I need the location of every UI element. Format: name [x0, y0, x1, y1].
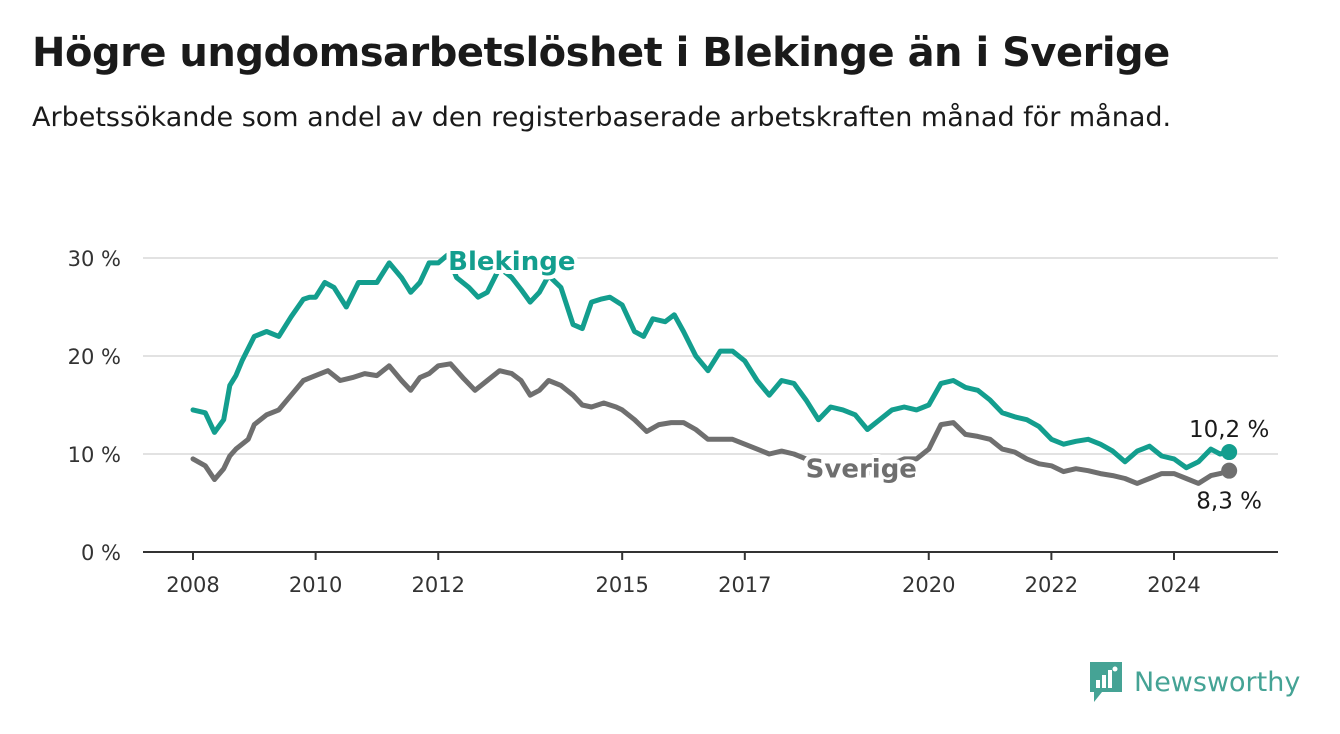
chart-title: Högre ungdomsarbetslöshet i Blekinge än … — [32, 30, 1170, 76]
end-value-label-sverige: 8,3 % — [1196, 489, 1262, 515]
series-label-sverige: Sverige — [806, 455, 917, 485]
x-tick-label: 2020 — [902, 573, 955, 597]
x-tick-label: 2017 — [718, 573, 771, 597]
axes: 0 % 10 % 20 % 30 % 2008 2010 2012 2015 2017 2020 2… — [68, 247, 1278, 597]
y-tick-label: 10 % — [68, 443, 121, 467]
series-label-blekinge: Blekinge — [448, 247, 575, 277]
newsworthy-logo-icon — [1090, 662, 1122, 702]
y-tick-label: 0 % — [81, 541, 121, 565]
series-endpoint-sverige — [1221, 462, 1238, 479]
newsworthy-logo-text: Newsworthy — [1134, 666, 1301, 698]
end-value-label-blekinge: 10,2 % — [1189, 417, 1269, 443]
gridlines — [143, 257, 1278, 455]
x-tick-label: 2024 — [1147, 573, 1200, 597]
series-label-halo-blekinge: Blekinge — [448, 247, 575, 277]
series-line-blekinge — [190, 252, 1232, 471]
y-tick-label: 20 % — [68, 345, 121, 369]
x-tick-label: 2022 — [1025, 573, 1078, 597]
series-line-sverige — [190, 361, 1232, 486]
chart-subtitle: Arbetssökande som andel av den registerb… — [32, 102, 1172, 133]
y-tick-label: 30 % — [68, 247, 121, 271]
series-lines — [190, 252, 1238, 486]
series-label-halo-sverige: Sverige — [806, 455, 917, 485]
series-endpoint-blekinge — [1221, 444, 1238, 461]
x-tick-label: 2008 — [166, 573, 219, 597]
newsworthy-logo: Newsworthy — [1088, 660, 1300, 704]
x-tick-label: 2012 — [412, 573, 465, 597]
x-tick-label: 2010 — [289, 573, 342, 597]
x-tick-label: 2015 — [595, 573, 648, 597]
